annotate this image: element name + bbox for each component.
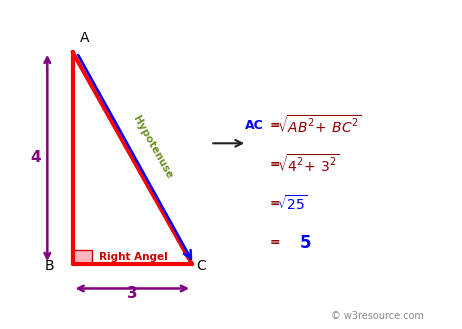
Text: =: =	[270, 236, 280, 249]
Text: © w3resource.com: © w3resource.com	[331, 311, 424, 321]
Text: AC: AC	[245, 119, 263, 132]
Text: $\sqrt{AB^2\!+\, BC^2}$: $\sqrt{AB^2\!+\, BC^2}$	[277, 115, 362, 136]
Text: A: A	[79, 32, 89, 45]
Text: =: =	[270, 119, 280, 132]
Text: B: B	[44, 259, 54, 273]
Text: 3: 3	[127, 286, 138, 301]
Text: =: =	[270, 158, 280, 171]
Text: 4: 4	[30, 150, 41, 165]
Text: Hypotenuse: Hypotenuse	[131, 114, 174, 181]
Text: Right Angel: Right Angel	[99, 252, 168, 262]
Text: 5: 5	[300, 234, 311, 252]
Bar	[73, 250, 92, 264]
Text: =: =	[270, 197, 280, 210]
Text: C: C	[196, 259, 207, 273]
Text: $\sqrt{4^2\!+\, 3^2}$: $\sqrt{4^2\!+\, 3^2}$	[277, 154, 340, 175]
Text: $\sqrt{25}$: $\sqrt{25}$	[277, 194, 308, 213]
